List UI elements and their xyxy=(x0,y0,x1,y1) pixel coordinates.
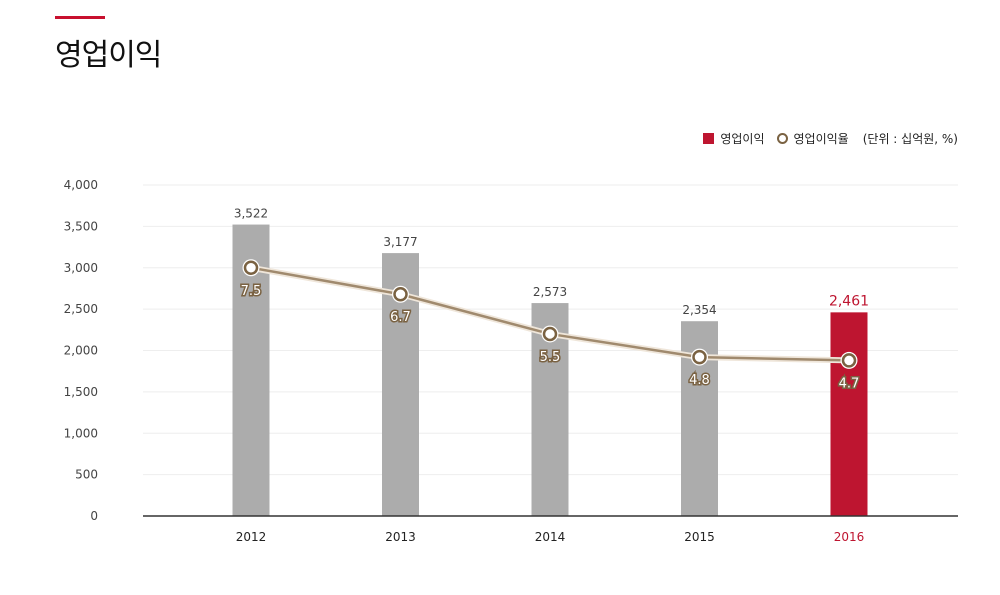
chart-legend: 영업이익 영업이익율 (단위 : 십억원, %) xyxy=(691,130,958,147)
line-marker xyxy=(542,326,558,342)
line-value-label: 5.5 xyxy=(540,350,561,365)
line-value-label: 7.5 xyxy=(241,284,262,299)
y-tick-label: 1,000 xyxy=(64,426,98,440)
bar-value-label: 3,177 xyxy=(383,235,417,249)
line-value-label: 4.7 xyxy=(839,376,860,391)
legend-unit-label: (단위 : 십억원, %) xyxy=(862,132,958,146)
legend-item-operating-margin: 영업이익율 xyxy=(776,130,849,147)
x-tick-label: 2015 xyxy=(684,530,715,544)
line-value-label: 4.8 xyxy=(689,373,710,388)
x-tick-label: 2012 xyxy=(236,530,267,544)
bar xyxy=(830,312,868,516)
y-tick-label: 3,000 xyxy=(64,261,98,275)
bar-value-label: 2,573 xyxy=(533,285,567,299)
line-value-label: 6.7 xyxy=(390,310,411,325)
legend-item-operating-profit: 영업이익 xyxy=(703,130,765,147)
x-tick-label: 2014 xyxy=(535,530,566,544)
legend-bar-swatch xyxy=(703,133,715,144)
line-marker xyxy=(692,349,707,365)
bar-value-label: 2,461 xyxy=(829,293,869,309)
legend-bar-label: 영업이익 xyxy=(720,132,765,146)
line-marker xyxy=(841,353,857,368)
legend-line-label: 영업이익율 xyxy=(793,132,849,146)
y-tick-label: 3,500 xyxy=(64,219,98,233)
bar-value-label: 2,354 xyxy=(682,303,716,317)
y-tick-label: 500 xyxy=(75,468,98,482)
y-tick-label: 0 xyxy=(90,509,98,523)
line-marker xyxy=(243,260,259,275)
bar-value-label: 3,522 xyxy=(234,207,268,221)
x-tick-label: 2016 xyxy=(834,530,865,544)
x-tick-label: 2013 xyxy=(385,530,416,544)
y-tick-label: 1,500 xyxy=(64,385,98,399)
page-title: 영업이익 xyxy=(55,38,162,73)
y-tick-label: 4,000 xyxy=(64,178,98,192)
y-tick-label: 2,500 xyxy=(64,302,98,316)
legend-line-marker-swatch xyxy=(776,133,788,144)
line-marker xyxy=(393,286,408,302)
y-tick-label: 2,000 xyxy=(64,344,98,358)
title-accent-line xyxy=(55,16,105,19)
